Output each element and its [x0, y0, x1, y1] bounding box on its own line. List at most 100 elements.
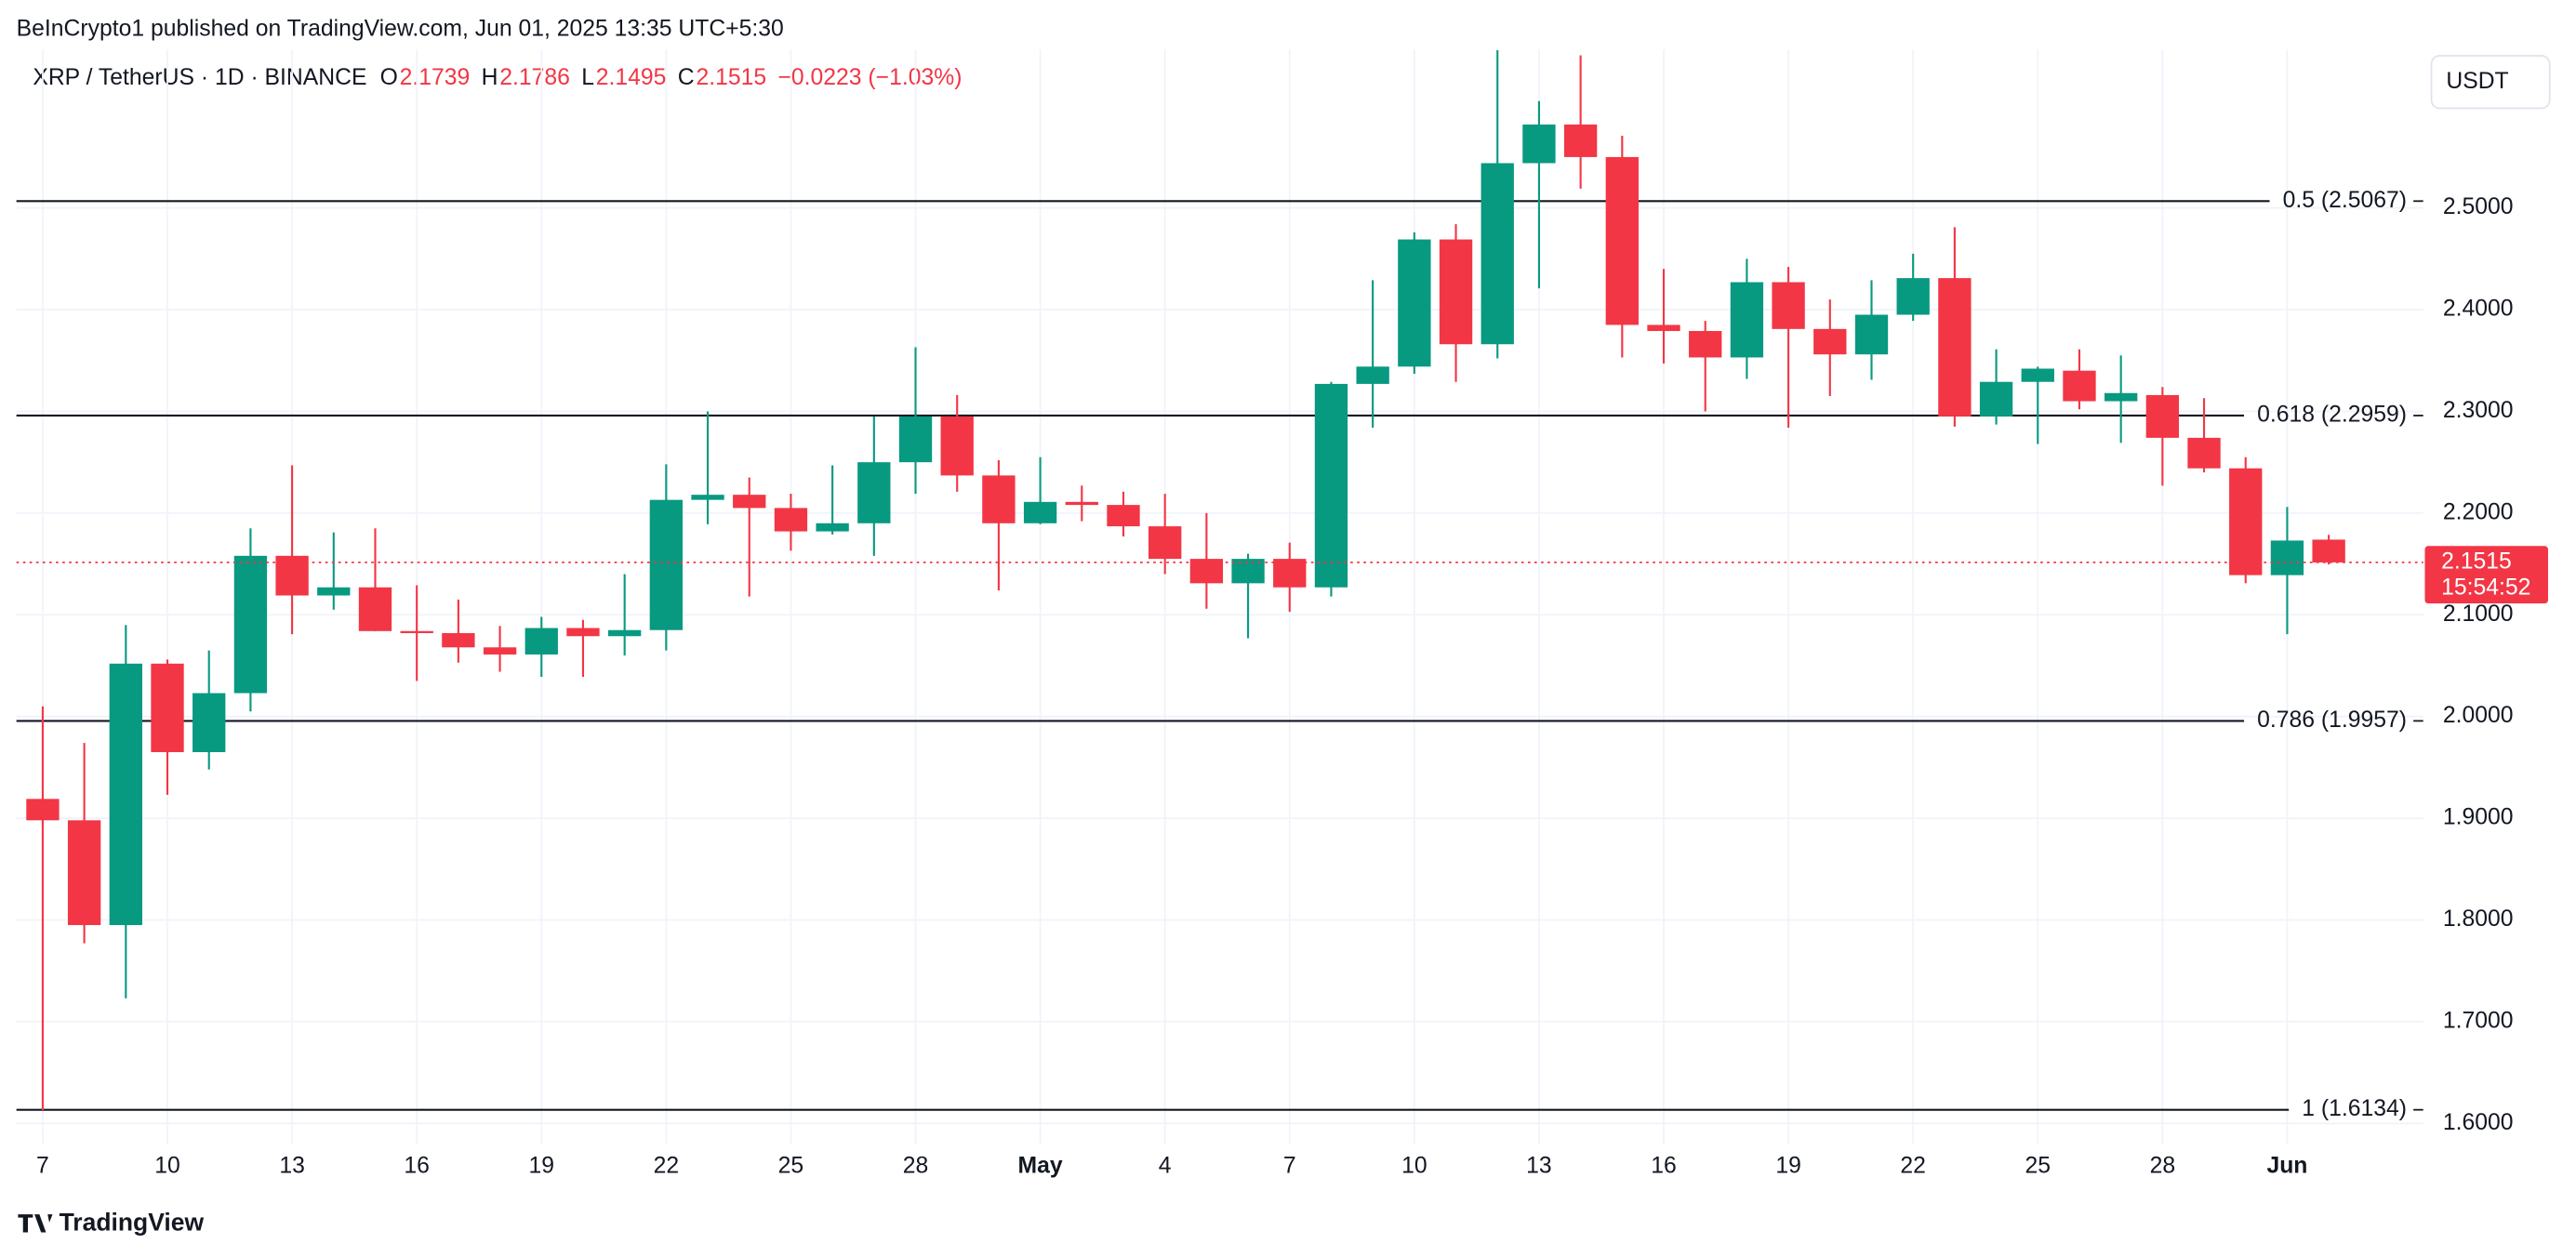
candle-body [733, 495, 766, 509]
candle-body [1647, 324, 1680, 332]
candle-body [1065, 501, 1098, 506]
symbol: XRP / TetherUS · 1D · BINANCE [33, 65, 366, 90]
candle-body [1854, 314, 1889, 355]
level-label: 0.786 (1.9957) [2257, 708, 2407, 733]
x-tick-label: 10 [1401, 1153, 1427, 1178]
candle-body [442, 632, 475, 648]
y-tick-label: 2.4000 [2443, 297, 2514, 322]
candle-body [2312, 539, 2345, 562]
level-label: 0.618 (2.2959) [2257, 402, 2407, 427]
candle-body [26, 799, 60, 821]
candle-body [1772, 282, 1805, 329]
x-tick-label: 7 [1283, 1153, 1296, 1178]
x-tick-label: 25 [778, 1153, 804, 1178]
symbol-legend: XRP / TetherUS · 1D · BINANCE O 2.1739 H 2.… [33, 65, 962, 90]
candle-body [982, 475, 1016, 523]
candle-body [317, 587, 351, 596]
candle-body [1522, 124, 1556, 164]
candle-body [400, 630, 433, 633]
level-label: 1 (1.6134) [2302, 1096, 2407, 1121]
level-label: 0.5 (2.5067) [2283, 188, 2407, 213]
x-tick-label: 28 [2150, 1153, 2176, 1178]
x-tick-label: 16 [404, 1153, 430, 1178]
candle-body [1979, 381, 2013, 417]
candle-body [607, 629, 642, 637]
last-price: 2.1515 [2441, 549, 2512, 574]
candle-body [1314, 383, 1348, 588]
x-tick-label: 22 [654, 1153, 680, 1178]
candle-body [233, 555, 268, 694]
candle-body [1356, 366, 1389, 384]
candle-body [1439, 239, 1473, 345]
candle-body [109, 663, 142, 925]
candle-body [1023, 501, 1057, 523]
x-tick-label: 13 [1526, 1153, 1552, 1178]
logo: TradingView [60, 1209, 205, 1237]
x-tick-label: 22 [1900, 1153, 1926, 1178]
candle-body [1605, 156, 1639, 325]
candle-body [2187, 437, 2221, 469]
candle-body [1896, 278, 1930, 315]
y-tick-label: 1.8000 [2443, 906, 2514, 932]
candle-body [2229, 468, 2263, 576]
candle-body [483, 647, 517, 655]
x-tick-label: 7 [36, 1153, 49, 1178]
candle-body [1689, 331, 1722, 358]
x-tick-label: 25 [2025, 1153, 2052, 1178]
candle-body [816, 523, 849, 532]
y-tick-label: 2.1000 [2443, 602, 2514, 627]
candle-body [774, 508, 808, 532]
l-label: L [581, 65, 594, 90]
x-tick-label: May [1018, 1153, 1063, 1178]
candle-body [1730, 282, 1764, 358]
candle-body [566, 628, 600, 637]
close-value: 2.1515 [696, 65, 766, 90]
candle-body [67, 820, 101, 925]
publisher: BeInCrypto1 published on TradingView.com… [17, 16, 784, 41]
x-tick-label: 4 [1159, 1153, 1172, 1178]
x-tick-label: Jun [2266, 1153, 2307, 1178]
y-tick-label: 1.9000 [2443, 805, 2514, 830]
candle-body [2270, 540, 2304, 576]
x-tick-label: 28 [903, 1153, 929, 1178]
candle-body [649, 499, 684, 630]
candle-body [524, 628, 558, 655]
x-tick-label: 19 [1775, 1153, 1801, 1178]
x-tick-label: 13 [279, 1153, 305, 1178]
candle-body [2063, 370, 2096, 402]
candle-body [1273, 559, 1307, 588]
candle-body [1813, 328, 1847, 355]
y-tick-label: 2.0000 [2443, 703, 2514, 728]
candle-body [857, 462, 891, 523]
x-tick-label: 16 [1651, 1153, 1677, 1178]
last-price-box [2424, 546, 2548, 604]
candle-body [691, 495, 724, 500]
o-label: O [380, 65, 398, 90]
x-tick-label: 10 [154, 1153, 180, 1178]
currency[interactable]: USDT [2446, 69, 2508, 94]
currency-button[interactable] [2430, 55, 2551, 110]
countdown: 15:54:52 [2441, 576, 2530, 601]
change: −0.0223 (−1.03%) [777, 65, 962, 90]
high-value: 2.1786 [499, 65, 570, 90]
candle-body [1398, 239, 1431, 367]
candle-body [151, 663, 184, 752]
y-tick-label: 1.6000 [2443, 1110, 2514, 1135]
candle-body [1481, 163, 1514, 345]
candle-body [1563, 124, 1598, 157]
open-value: 2.1739 [400, 65, 471, 90]
y-tick-label: 2.5000 [2443, 194, 2514, 219]
y-tick-label: 1.7000 [2443, 1008, 2514, 1033]
low-value: 2.1495 [596, 65, 667, 90]
candle-body [2145, 394, 2180, 438]
candle-body [2021, 368, 2054, 382]
candle-body [1107, 505, 1140, 527]
logo-icon [18, 1214, 53, 1233]
y-tick-label: 2.3000 [2443, 398, 2514, 423]
candle-body [1938, 278, 1972, 417]
candle-body [193, 693, 226, 752]
h-label: H [482, 65, 498, 90]
x-tick-label: 19 [529, 1153, 555, 1178]
